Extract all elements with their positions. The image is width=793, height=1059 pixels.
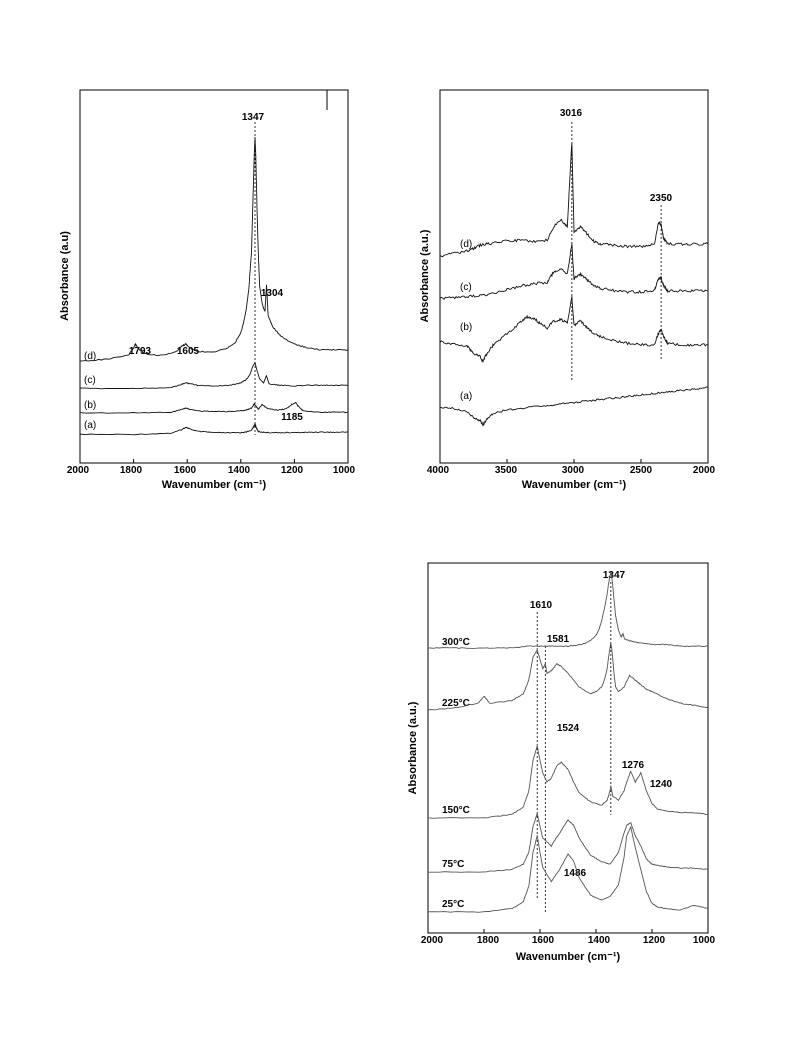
series-line-1 [79,422,349,436]
series-label-d: (d) [84,351,96,362]
peak-label-1486: 1486 [564,868,587,879]
chart-2: Absorbance (a.u.) Wavenumber (cm⁻¹) 4000… [419,80,720,505]
series-label-a: (a) [460,391,472,402]
series-line-3 [79,361,349,390]
x-tick-label: 1200 [281,465,304,476]
series-line-4 [427,643,709,711]
peak-label-1793: 1793 [129,346,152,357]
x-tick-label: 1600 [532,935,555,946]
y-axis-label: Absorbance (a.u.) [408,701,419,794]
series-line-4 [80,136,349,362]
x-tick-label: 1800 [120,465,143,476]
series-label-300c: 300°C [442,637,470,648]
series-label-b: (b) [84,400,96,411]
series-label-b: (b) [460,322,472,333]
peak-label-1276: 1276 [622,760,645,771]
chart-1-svg: Absorbance (a.u) Wavenumber (cm⁻¹) 2000 … [59,89,356,491]
x-tick-label: 2000 [693,465,716,476]
x-axis-label: Wavenumber (cm⁻¹) [516,951,621,963]
x-tick-label: 1000 [693,935,716,946]
x-tick-label: 1400 [588,935,611,946]
x-tick-label: 2000 [421,935,444,946]
x-tick-label: 1000 [333,465,356,476]
series-line-2 [428,812,709,873]
series-line-2 [439,296,709,363]
series-label-d: (d) [460,239,472,250]
x-tick-label: 2000 [67,465,90,476]
chart-2-svg: Absorbance (a.u.) Wavenumber (cm⁻¹) 4000… [419,89,716,491]
peak-label-1185: 1185 [281,412,303,423]
x-tick-label: 1800 [477,935,500,946]
peak-label-1610: 1610 [530,600,553,611]
plot-frame [427,562,709,934]
x-tick-label: 1600 [174,465,197,476]
series-line-3 [439,243,709,300]
series-label-75c: 75°C [442,859,464,870]
series-line-3 [427,744,708,819]
peak-label-3016: 3016 [560,108,583,119]
series-line-5 [427,571,709,649]
series-label-c: (c) [460,282,472,293]
x-tick-label: 2500 [630,465,653,476]
series-line-1 [427,826,709,913]
series-label-150c: 150°C [442,805,470,816]
chart-3-svg: Absorbance (a.u.) Wavenumber (cm⁻¹) 2000… [407,562,716,963]
y-axis-label: Absorbance (a.u) [60,231,71,321]
y-axis-label: Absorbance (a.u.) [420,229,431,322]
x-tick-label: 1400 [228,465,251,476]
peak-label-1304: 1304 [261,288,284,299]
series-label-225c: 225°C [442,698,470,709]
chart-3: Absorbance (a.u.) Wavenumber (cm⁻¹) 2000… [407,560,720,985]
x-axis-label: Wavenumber (cm⁻¹) [162,479,267,491]
series-label-c: (c) [84,375,96,386]
x-tick-label: 3500 [495,465,518,476]
series-line-2 [79,402,349,414]
peak-label-1581: 1581 [547,634,570,645]
peak-label-1524: 1524 [557,723,580,734]
chart-1: Absorbance (a.u) Wavenumber (cm⁻¹) 2000 … [59,80,360,505]
peak-label-1605: 1605 [177,346,200,357]
x-tick-label: 3000 [562,465,585,476]
peak-label-2350: 2350 [650,193,673,204]
plot-frame [79,89,349,464]
peak-label-1347: 1347 [242,112,265,123]
series-label-a: (a) [84,420,96,431]
x-tick-label: 1200 [643,935,666,946]
x-axis-label: Wavenumber (cm⁻¹) [522,479,627,491]
peak-label-1240: 1240 [650,779,673,790]
x-tick-label: 4000 [427,465,450,476]
series-line-1 [439,386,709,427]
series-line-4 [439,143,709,258]
peak-label-1347: 1347 [603,570,626,581]
series-label-25c: 25°C [442,899,464,910]
